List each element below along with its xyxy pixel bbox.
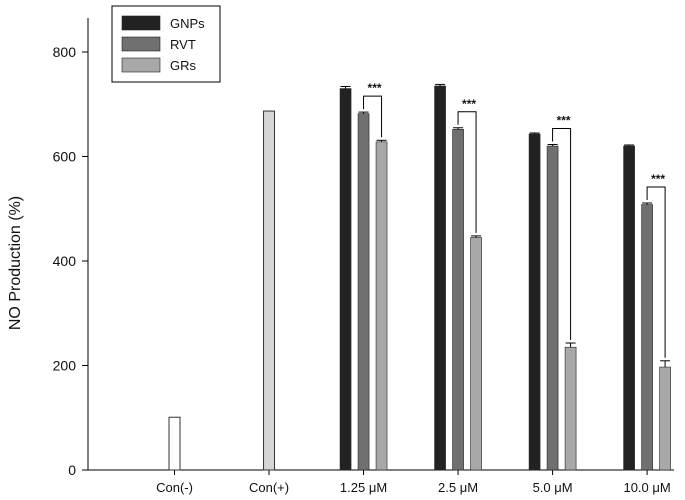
significance-label: *** <box>651 172 665 186</box>
x-tick-label: 10.0 μM <box>623 480 670 495</box>
legend-label: RVT <box>170 37 196 52</box>
series-bar <box>546 145 559 471</box>
series-bar <box>434 85 446 471</box>
legend-swatch <box>121 57 161 73</box>
x-tick-label: Con(+) <box>249 480 289 495</box>
significance-bracket <box>552 127 572 341</box>
legend: GNPs RVT GRs <box>111 5 221 83</box>
series-bar <box>339 88 352 471</box>
series-bar <box>641 204 653 471</box>
y-tick-label: 0 <box>68 462 76 478</box>
y-tick-label: 200 <box>53 358 77 374</box>
series-bar <box>470 237 482 471</box>
significance-label: *** <box>368 81 382 95</box>
series-bar <box>623 145 635 471</box>
y-tick-label: 600 <box>53 149 77 165</box>
legend-swatch <box>121 15 161 31</box>
series-bar <box>375 141 388 471</box>
significance-brackets: *** *** *** *** <box>363 81 666 358</box>
series-bar <box>452 129 464 471</box>
y-tick-label: 400 <box>53 253 77 269</box>
x-tick-label: 2.5 μM <box>438 480 478 495</box>
legend-swatch <box>121 36 161 52</box>
x-axis: Con(-) Con(+) 1.25 μM 2.5 μM 5.0 μM 10.0 μM <box>88 469 674 495</box>
series-bar <box>357 113 370 471</box>
y-tick-label: 800 <box>53 44 77 60</box>
significance-bracket <box>646 186 666 358</box>
series-bar <box>659 366 671 471</box>
control-bar <box>168 416 181 471</box>
legend-label: GNPs <box>170 16 205 31</box>
error-bars <box>340 83 671 368</box>
significance-label: *** <box>462 97 476 111</box>
significance-label: *** <box>557 113 571 127</box>
x-tick-label: 1.25 μM <box>340 480 387 495</box>
y-axis-title: NO Production (%) <box>7 196 24 330</box>
x-tick-label: 5.0 μM <box>533 480 573 495</box>
bars <box>168 85 671 471</box>
x-tick-label: Con(-) <box>156 480 193 495</box>
series-bar <box>528 133 541 471</box>
legend-label: GRs <box>170 58 197 73</box>
significance-bracket <box>363 95 383 138</box>
y-axis: 0 200 400 600 800 <box>53 18 89 478</box>
significance-bracket <box>457 111 477 233</box>
series-bar <box>564 346 577 471</box>
control-bar <box>263 110 276 471</box>
